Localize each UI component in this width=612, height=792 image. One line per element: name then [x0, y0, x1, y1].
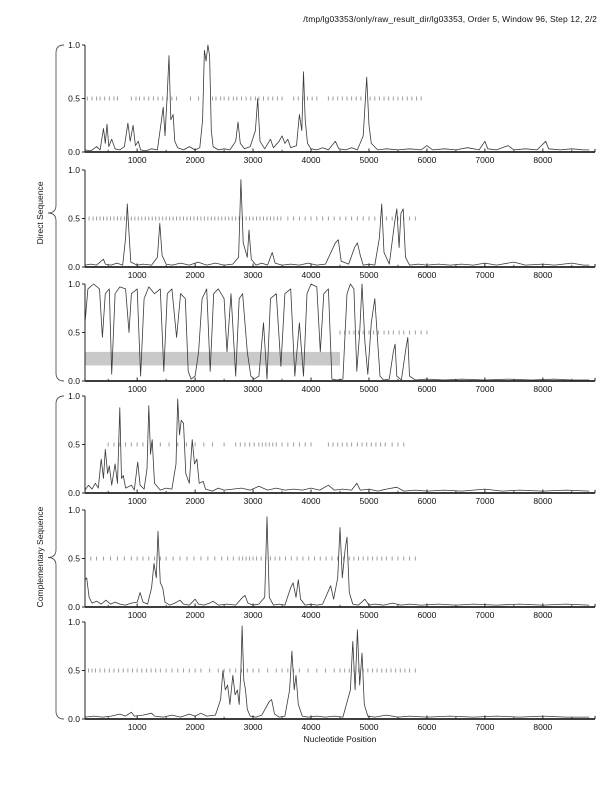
x-tick-label: 1000 — [128, 496, 147, 506]
x-tick-label: 7000 — [475, 384, 494, 394]
y-tick-label: 0.0 — [68, 714, 80, 724]
group-label-direct-sequence: Direct Sequence — [35, 181, 45, 245]
x-tick-label: 4000 — [302, 610, 321, 620]
x-tick-label: 1000 — [128, 722, 147, 732]
x-tick-label: 4000 — [302, 384, 321, 394]
y-tick-label: 1.0 — [68, 617, 80, 627]
y-tick-label: 1.0 — [68, 279, 80, 289]
x-tick-label: 7000 — [475, 722, 494, 732]
y-tick-label: 0.0 — [68, 262, 80, 272]
x-tick-label: 5000 — [360, 270, 379, 280]
x-tick-label: 3000 — [244, 155, 263, 165]
probability-curve-complementary-1 — [84, 398, 590, 492]
x-tick-label: 5000 — [360, 384, 379, 394]
y-tick-label: 1.0 — [68, 40, 80, 50]
group-label-complementary-sequence: Complementary Sequence — [35, 506, 45, 608]
y-tick-label: 1.0 — [68, 505, 80, 515]
x-tick-label: 2000 — [186, 722, 205, 732]
x-tick-label: 1000 — [128, 155, 147, 165]
x-tick-label: 6000 — [417, 496, 436, 506]
x-tick-label: 8000 — [533, 722, 552, 732]
y-tick-label: 0.5 — [68, 554, 80, 564]
x-tick-label: 1000 — [128, 610, 147, 620]
x-tick-label: 2000 — [186, 270, 205, 280]
x-tick-label: 3000 — [244, 722, 263, 732]
y-tick-label: 0.0 — [68, 147, 80, 157]
x-tick-label: 8000 — [533, 496, 552, 506]
x-tick-label: 6000 — [417, 722, 436, 732]
y-tick-label: 1.0 — [68, 165, 80, 175]
x-tick-label: 7000 — [475, 610, 494, 620]
x-tick-label: 4000 — [302, 496, 321, 506]
x-tick-label: 5000 — [360, 722, 379, 732]
x-tick-label: 3000 — [244, 270, 263, 280]
x-tick-label: 3000 — [244, 384, 263, 394]
x-tick-label: 6000 — [417, 155, 436, 165]
y-tick-label: 0.0 — [68, 488, 80, 498]
x-tick-label: 2000 — [186, 155, 205, 165]
y-tick-label: 0.5 — [68, 214, 80, 224]
y-tick-label: 0.0 — [68, 602, 80, 612]
brace-complementary-sequence — [47, 395, 65, 720]
x-tick-label: 8000 — [533, 155, 552, 165]
x-tick-label: 4000 — [302, 270, 321, 280]
x-tick-label: 1000 — [128, 384, 147, 394]
probability-curve-direct-2 — [84, 179, 590, 266]
y-tick-label: 0.0 — [68, 376, 80, 386]
x-tick-label: 7000 — [475, 496, 494, 506]
x-tick-label: 5000 — [360, 610, 379, 620]
x-tick-label: 7000 — [475, 270, 494, 280]
x-tick-label: 2000 — [186, 610, 205, 620]
x-tick-label: 6000 — [417, 610, 436, 620]
probability-curve-direct-3 — [84, 283, 590, 381]
x-tick-label: 5000 — [360, 496, 379, 506]
x-tick-label: 8000 — [533, 270, 552, 280]
x-tick-label: 8000 — [533, 610, 552, 620]
y-tick-label: 0.5 — [68, 666, 80, 676]
y-tick-label: 0.5 — [68, 440, 80, 450]
x-tick-label: 2000 — [186, 496, 205, 506]
x-tick-label: 3000 — [244, 610, 263, 620]
plot-title: /tmp/lg03353/only/raw_result_dir/lg03353… — [303, 14, 597, 24]
x-tick-label: 5000 — [360, 155, 379, 165]
x-axis-label: Nucleotide Position — [303, 734, 377, 744]
x-tick-label: 4000 — [302, 155, 321, 165]
x-tick-label: 8000 — [533, 384, 552, 394]
probability-curve-direct-1 — [84, 44, 590, 152]
brace-direct-sequence — [47, 44, 65, 382]
y-tick-label: 0.5 — [68, 94, 80, 104]
x-tick-label: 3000 — [244, 496, 263, 506]
x-tick-label: 1000 — [128, 270, 147, 280]
x-tick-label: 6000 — [417, 384, 436, 394]
threshold-band-direct-3 — [85, 351, 340, 366]
x-tick-label: 6000 — [417, 270, 436, 280]
x-tick-label: 2000 — [186, 384, 205, 394]
probability-curve-complementary-2 — [84, 516, 590, 606]
y-tick-label: 0.5 — [68, 328, 80, 338]
y-tick-label: 1.0 — [68, 391, 80, 401]
x-tick-label: 4000 — [302, 722, 321, 732]
x-tick-label: 7000 — [475, 155, 494, 165]
